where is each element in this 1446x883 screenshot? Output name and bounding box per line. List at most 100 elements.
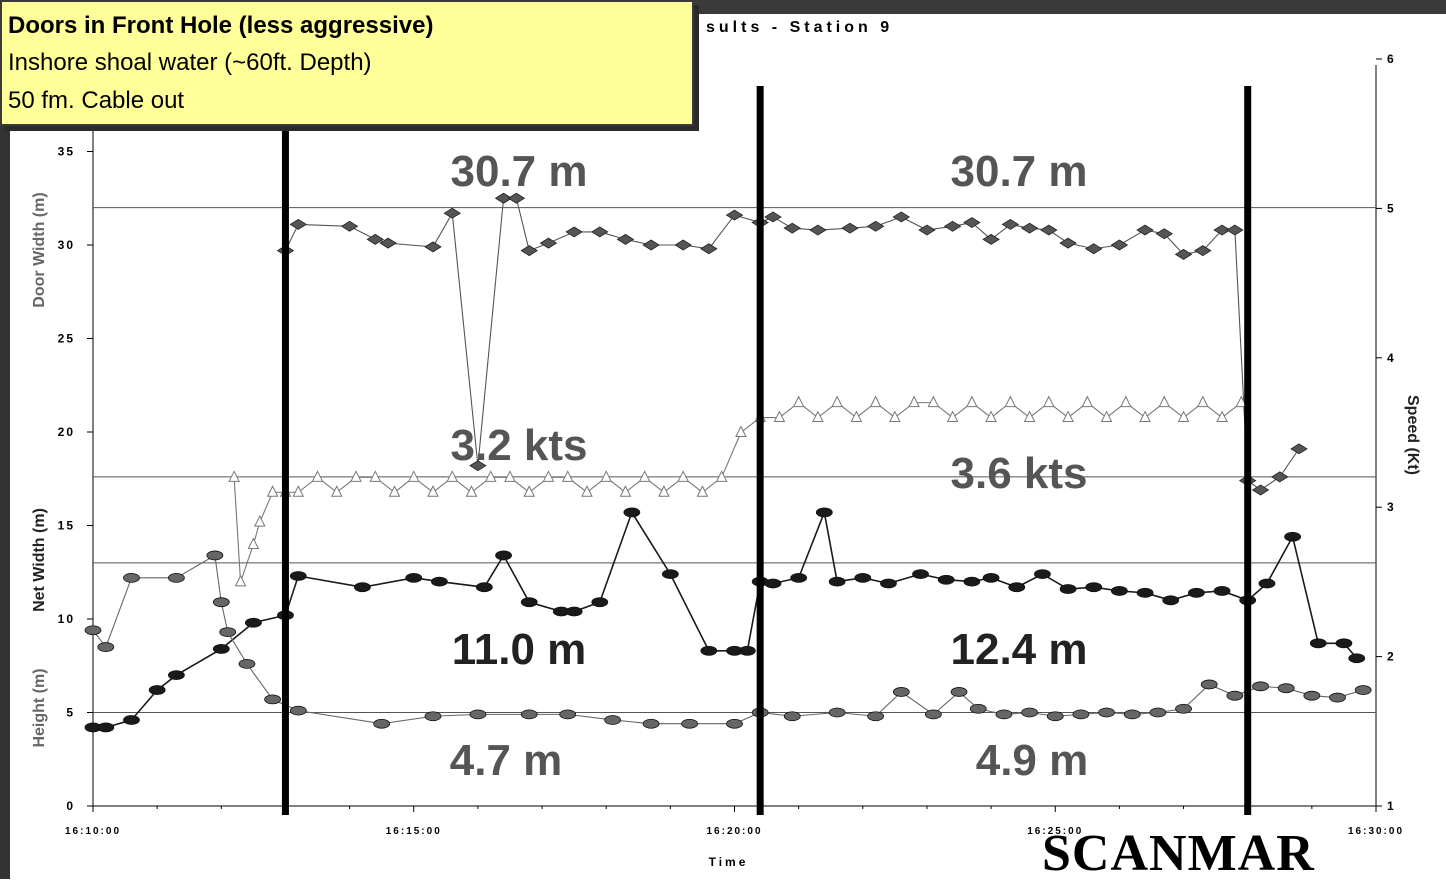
series-1-point-0: [228, 470, 240, 482]
series-0-point-11: [539, 237, 558, 249]
series-3-point-39: [1303, 690, 1321, 701]
series-0-point-6: [443, 207, 461, 219]
series-1-point-41: [966, 395, 978, 408]
series-1-point-50: [1139, 410, 1151, 423]
series-0-point-41: [1226, 224, 1244, 236]
series-1-point-32: [792, 395, 805, 408]
series-2-point-41: [1187, 587, 1205, 598]
series-1-point-18: [523, 485, 536, 497]
series-3-point-9: [289, 705, 307, 716]
series-3-point-23: [892, 687, 910, 697]
series-2-point-6: [244, 617, 262, 628]
series-2-point-2: [123, 715, 140, 725]
series-3-point-36: [1226, 690, 1244, 701]
series-1-point-10: [369, 470, 382, 482]
x-tick-label-0: 16:10:00: [65, 826, 121, 837]
series-3-point-17: [681, 718, 698, 729]
y-right-tick-label-0: 1: [1387, 799, 1394, 813]
y-left-tick-label-7: 35: [58, 145, 75, 159]
series-0-point-3: [366, 233, 385, 245]
series-2-point-39: [1136, 587, 1154, 598]
series-3-point-6: [219, 627, 237, 637]
series-1-point-38: [908, 395, 920, 408]
x-tick-label-3: 16:25:00: [1027, 826, 1083, 837]
series-1-point-28: [715, 470, 728, 482]
series-1-point-17: [504, 470, 516, 482]
y-right-tick-label-3: 4: [1387, 351, 1394, 365]
series-0-point-17: [700, 243, 718, 255]
series-1-point-29: [735, 425, 747, 437]
series-0-point-37: [1155, 228, 1174, 240]
title-strip: [694, 0, 1446, 14]
series-3-point-40: [1329, 692, 1346, 703]
series-0-point-22: [809, 224, 827, 236]
series-0-point-1: [289, 218, 308, 230]
y-right-tick-label-2: 3: [1387, 500, 1394, 514]
series-2-point-8: [289, 571, 307, 581]
series-2-point-19: [661, 569, 679, 580]
y-left-tick-label-2: 10: [58, 612, 75, 626]
series-2-point-46: [1309, 638, 1327, 649]
x-tick-label-1: 16:15:00: [386, 826, 442, 837]
series-2-point-36: [1059, 584, 1077, 594]
series-1-point-12: [407, 470, 420, 482]
series-3-point-15: [604, 715, 622, 725]
series-1-point-35: [850, 410, 863, 423]
series-3-point-38: [1277, 683, 1295, 694]
series-1-point-1: [234, 574, 247, 587]
series-3-point-33: [1149, 707, 1167, 718]
series-3-point-5: [212, 597, 230, 608]
series-0-point-2: [340, 220, 359, 232]
annotation-line-1: Doors in Front Hole (less aggressive): [8, 12, 434, 39]
series-2-point-44: [1258, 578, 1276, 589]
series-0-point-30: [1001, 218, 1020, 230]
series-3-point-8: [264, 694, 282, 705]
series-2-point-29: [880, 578, 897, 589]
series-3-point-30: [1072, 709, 1090, 720]
annotation-box: Doors in Front Hole (less aggressive) In…: [0, 0, 694, 126]
series-1-point-2: [247, 537, 260, 550]
series-1-point-7: [311, 470, 324, 482]
series-1-point-34: [831, 395, 843, 408]
series-3-point-4: [206, 550, 224, 561]
series-2-point-4: [167, 670, 185, 680]
x-tick-label-4: 16:30:00: [1348, 826, 1404, 837]
series-1-point-22: [600, 470, 613, 482]
series-1-point-16: [484, 470, 497, 482]
annotation-label-4: 11.0 m: [452, 625, 587, 674]
series-2-point-27: [828, 576, 846, 587]
series-0-point-12: [565, 226, 583, 238]
series-2-point-37: [1085, 582, 1103, 593]
series-1-point-37: [889, 410, 901, 423]
series-1-point-43: [1004, 395, 1017, 408]
series-3-point-11: [424, 711, 442, 722]
series-3-point-22: [867, 711, 885, 722]
series-2-point-42: [1213, 586, 1231, 596]
series-1-point-45: [1043, 395, 1055, 408]
series-1-point-51: [1158, 395, 1171, 408]
series-1-point-11: [388, 485, 401, 497]
series-2-point-30: [912, 569, 929, 580]
series-3: [84, 550, 1372, 729]
series-1-point-36: [869, 395, 882, 408]
series-0-point-44: [1271, 471, 1289, 483]
series-1-point-13: [427, 485, 439, 497]
series-0-point-25: [892, 211, 911, 223]
series-2-point-1: [97, 722, 115, 733]
series-3-point-16: [642, 718, 660, 729]
series-1-point-39: [927, 395, 940, 408]
series-3-point-12: [469, 709, 487, 720]
series-1-point-42: [985, 410, 997, 423]
series-0-point-34: [1084, 243, 1103, 255]
series-3-point-35: [1200, 679, 1218, 690]
y-left-axis-label-2: Door Width (m): [31, 192, 48, 307]
series-0-point-7: [469, 460, 487, 472]
annotation-label-6: 4.7 m: [450, 736, 563, 785]
y-left-tick-label-1: 5: [66, 706, 75, 720]
series-3-point-2: [123, 572, 140, 583]
x-tick-label-2: 16:20:00: [706, 826, 762, 837]
series-2-point-40: [1162, 595, 1180, 606]
series-3-point-13: [520, 709, 538, 720]
series-2-point-38: [1111, 586, 1128, 596]
series-3-point-25: [950, 687, 968, 697]
